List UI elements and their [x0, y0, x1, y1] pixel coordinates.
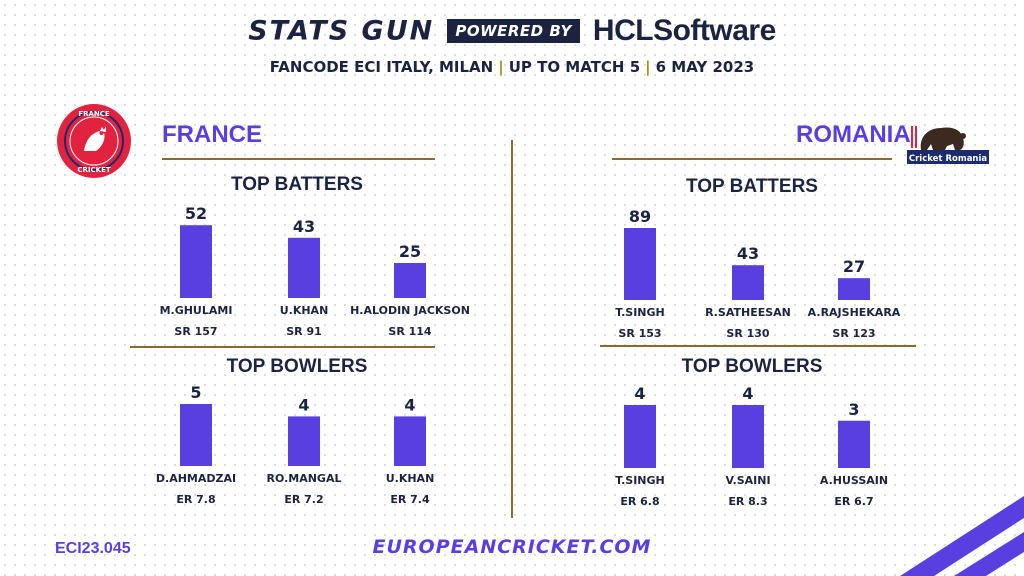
france-header-rule: [162, 158, 435, 160]
stat-rate-label: ER 7.2: [284, 493, 323, 506]
stat-rate-label: SR 153: [618, 327, 661, 340]
player-name-label: T.SINGH: [615, 474, 664, 487]
center-divider: [511, 140, 513, 518]
france-bowlers-title: TOP BOWLERS: [226, 356, 368, 377]
stat-rate-label: ER 6.7: [834, 495, 873, 507]
player-name-label: T.SINGH: [615, 306, 664, 319]
stat-rate-label: SR 123: [832, 327, 875, 340]
bar-value-label: 4: [742, 384, 753, 403]
bar: [624, 405, 656, 468]
stat-rate-label: ER 8.3: [728, 495, 767, 507]
france-logo-text-top: FRANCE: [78, 110, 110, 118]
romania-bowlers-title: TOP BOWLERS: [681, 356, 823, 377]
graphic-code: ECI23.045: [55, 540, 131, 557]
bar-value-label: 89: [629, 207, 651, 226]
website-link[interactable]: EUROPEANCRICKET.COM: [372, 536, 652, 558]
romania-bowlers-chart: 4 T.SINGH ER 6.8 4 V.SAINI ER 8.3 3 A.HUSSAIN ER…: [615, 384, 888, 507]
bar: [732, 265, 764, 300]
sponsor-logo: HCLSoftware: [592, 14, 776, 47]
romania-cricket-logo: Cricket Romania: [903, 120, 989, 166]
brand-title: STATS GUN: [248, 15, 435, 47]
bar: [838, 278, 870, 300]
bar: [732, 405, 764, 468]
bar: [838, 420, 870, 468]
header-brand: STATS GUN POWERED BY HCLSoftware: [0, 14, 1024, 48]
player-name-label: RO.MANGAL: [267, 472, 342, 485]
romania-batters-chart: 89 T.SINGH SR 153 43 R.SATHEESAN SR 130 27 A.RA…: [615, 207, 901, 340]
stat-rate-label: SR 114: [388, 325, 432, 338]
player-name-label: A.HUSSAIN: [820, 474, 888, 487]
player-name-label: U.KHAN: [386, 472, 435, 485]
bar-value-label: 27: [843, 257, 865, 276]
stat-rate-label: ER 7.4: [390, 493, 430, 506]
bar: [394, 263, 426, 298]
rooster-icon: [84, 131, 105, 151]
subtitle: FANCODE ECI ITALY, MILAN | UP TO MATCH 5 | 6…: [0, 58, 1024, 76]
bar: [180, 225, 212, 298]
romania-logo-text: Cricket Romania: [909, 154, 988, 164]
france-logo-text-bottom: CRICKET: [77, 166, 110, 174]
bear-icon: [920, 127, 964, 150]
event-name: FANCODE ECI ITALY, MILAN: [269, 58, 494, 76]
player-name-label: V.SAINI: [725, 474, 770, 487]
decorative-stripes: [900, 496, 1024, 576]
stat-rate-label: ER 6.8: [620, 495, 659, 507]
player-name-label: R.SATHEESAN: [705, 306, 791, 319]
france-mid-rule: [130, 346, 435, 348]
france-logo-graphic: FRANCE CRICKET: [57, 104, 131, 178]
romania-batters-title: TOP BATTERS: [686, 176, 818, 197]
team-name-france: FRANCE: [162, 121, 262, 148]
player-name-label: A.RAJSHEKARA: [808, 306, 901, 319]
bar-value-label: 25: [399, 242, 421, 261]
separator: |: [498, 58, 504, 76]
player-name-label: H.ALODIN JACKSON: [350, 304, 470, 317]
player-name-label: D.AHMADZAI: [156, 472, 236, 485]
france-batters-chart: 52 M.GHULAMI SR 157 43 U.KHAN SR 91 25 H.ALODIN…: [160, 204, 470, 338]
bar-value-label: 4: [298, 395, 309, 414]
stat-rate-label: ER 7.8: [176, 493, 215, 506]
separator: |: [645, 58, 651, 76]
team-name-romania: ROMANIA: [796, 121, 911, 148]
bar-value-label: 4: [404, 395, 415, 414]
player-name-label: U.KHAN: [280, 304, 329, 317]
date-text: 6 MAY 2023: [655, 58, 755, 76]
france-batters-title: TOP BATTERS: [231, 174, 363, 195]
bar: [180, 404, 212, 466]
scope-text: UP TO MATCH 5: [508, 58, 641, 76]
bar: [288, 237, 320, 298]
bar-value-label: 4: [634, 384, 645, 403]
romania-mid-rule: [600, 345, 916, 347]
bar-value-label: 43: [293, 217, 315, 236]
stat-rate-label: SR 91: [286, 325, 322, 338]
stat-rate-label: SR 157: [174, 325, 217, 338]
bar-value-label: 5: [190, 383, 201, 402]
bar: [624, 228, 656, 300]
stat-rate-label: SR 130: [726, 327, 770, 340]
bar-value-label: 3: [848, 400, 859, 419]
bar: [394, 416, 426, 466]
france-bowlers-chart: 5 D.AHMADZAI ER 7.8 4 RO.MANGAL ER 7.2 4 U.KHAN…: [156, 383, 435, 506]
romania-logo-graphic: Cricket Romania: [907, 126, 989, 164]
bar: [288, 416, 320, 466]
powered-by-badge: POWERED BY: [447, 19, 580, 43]
france-cricket-logo: FRANCE CRICKET: [56, 103, 132, 179]
bar-value-label: 43: [737, 244, 759, 263]
bar-value-label: 52: [185, 204, 207, 223]
romania-header-rule: [612, 158, 892, 160]
player-name-label: M.GHULAMI: [160, 304, 233, 317]
